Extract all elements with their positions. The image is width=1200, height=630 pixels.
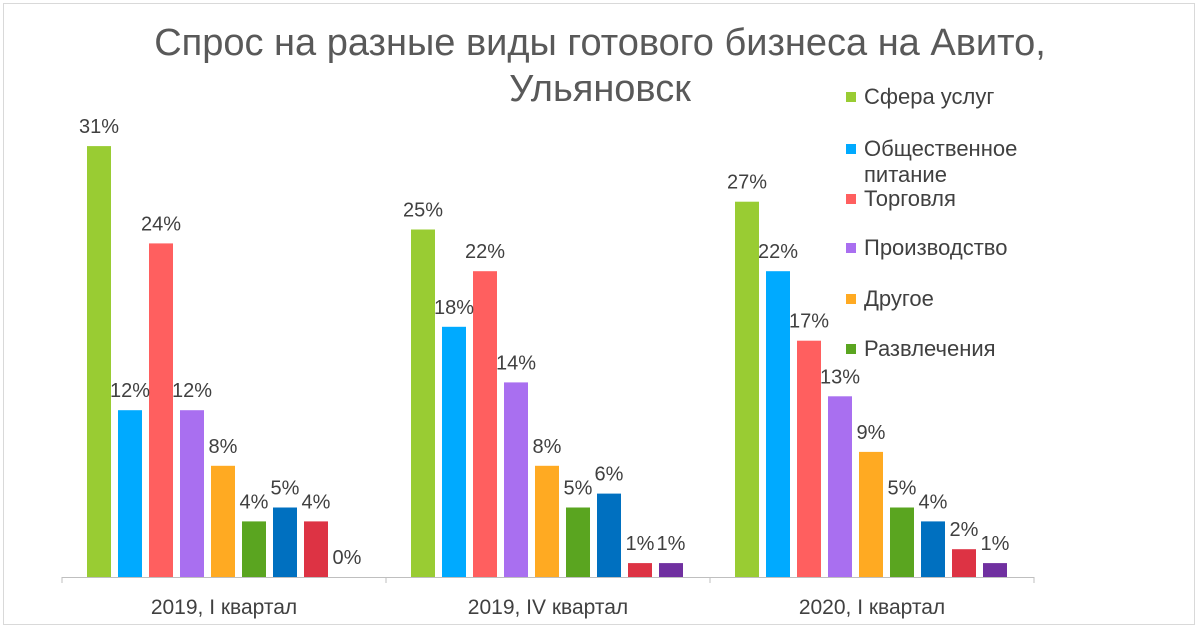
bar-3-9 [983, 563, 1007, 577]
bar-1-3 [149, 243, 173, 577]
bar-2-4 [504, 382, 528, 577]
data-labels-layer: 31%12%24%12%8%4%5%4%0%25%18%22%14%8%5%6%… [79, 116, 1010, 569]
bar-1-2 [118, 410, 142, 577]
data-label: 1% [657, 533, 686, 555]
data-label: 27% [727, 172, 767, 194]
data-label: 12% [110, 380, 150, 402]
data-label: 1% [981, 533, 1010, 555]
data-label: 31% [79, 116, 119, 138]
bar-2-2 [442, 326, 466, 577]
bar-3-1 [735, 201, 759, 577]
data-label: 18% [434, 297, 474, 319]
bar-2-6 [566, 507, 590, 577]
bar-2-7 [597, 493, 621, 577]
legend-swatch [846, 344, 856, 354]
legend-label: Развлечения [864, 336, 996, 361]
bar-3-3 [797, 340, 821, 577]
data-label: 8% [209, 436, 238, 458]
legend-item-catering: Общественное питание [846, 136, 1054, 188]
bar-2-8 [628, 563, 652, 577]
data-label: 1% [626, 533, 655, 555]
legend-label: Торговля [864, 186, 956, 211]
bar-1-4 [180, 410, 204, 577]
legend-label: Производство [864, 235, 1008, 260]
legend-label: Другое [864, 286, 934, 311]
data-label: 4% [919, 491, 948, 513]
bar-2-1 [411, 229, 435, 577]
data-label: 9% [857, 422, 886, 444]
bar-1-5 [211, 465, 235, 577]
data-label: 14% [496, 352, 536, 374]
bar-3-4 [828, 396, 852, 577]
legend-swatch [846, 294, 856, 304]
data-label: 4% [240, 491, 269, 513]
data-label: 0% [333, 547, 362, 569]
bar-1-8 [304, 521, 328, 577]
chart-title-line-2: Ульяновск [509, 68, 691, 110]
legend-label: Сфера услуг [864, 84, 995, 109]
bar-2-5 [535, 465, 559, 577]
data-label: 25% [403, 200, 443, 222]
bars-layer [87, 146, 1007, 577]
bar-3-6 [890, 507, 914, 577]
chart-title-line-1: Спрос на разные виды готового бизнеса на… [154, 22, 1046, 64]
bar-2-3 [473, 271, 497, 577]
legend-swatch [846, 194, 856, 204]
bar-3-5 [859, 451, 883, 577]
legend-swatch [846, 243, 856, 253]
data-label: 8% [533, 436, 562, 458]
x-tick-label: 2020, I квартал [799, 596, 945, 619]
x-tick-label: 2019, IV квартал [468, 596, 628, 619]
legend-item-other: Другое [846, 286, 1054, 312]
bar-1-6 [242, 521, 266, 577]
data-label: 4% [302, 491, 331, 513]
legend-swatch [846, 144, 856, 154]
legend-item-services: Сфера услуг [846, 84, 1054, 110]
bar-3-8 [952, 549, 976, 577]
bar-3-7 [921, 521, 945, 577]
data-label: 2% [950, 519, 979, 541]
legend-item-production: Производство [846, 235, 1054, 261]
x-axis: 2019, I квартал 2019, IV квартал 2020, I к… [61, 577, 1035, 619]
legend-item-trade: Торговля [846, 186, 1054, 212]
data-label: 6% [595, 464, 624, 486]
bar-1-1 [87, 146, 111, 577]
legend-label: Общественное питание [864, 136, 1018, 187]
data-label: 17% [789, 311, 829, 333]
data-label: 24% [141, 213, 181, 235]
data-label: 5% [564, 478, 593, 500]
bar-3-2 [766, 271, 790, 577]
data-label: 13% [820, 366, 860, 388]
chart-title: Спрос на разные виды готового бизнеса на… [0, 20, 1200, 112]
legend-swatch [846, 92, 856, 102]
data-label: 22% [758, 241, 798, 263]
bar-1-7 [273, 507, 297, 577]
data-label: 5% [888, 478, 917, 500]
data-label: 22% [465, 241, 505, 263]
data-label: 5% [271, 478, 300, 500]
bar-2-9 [659, 563, 683, 577]
x-tick-label: 2019, I квартал [151, 596, 297, 619]
data-label: 12% [172, 380, 212, 402]
legend-item-entertainment: Развлечения [846, 336, 1054, 362]
